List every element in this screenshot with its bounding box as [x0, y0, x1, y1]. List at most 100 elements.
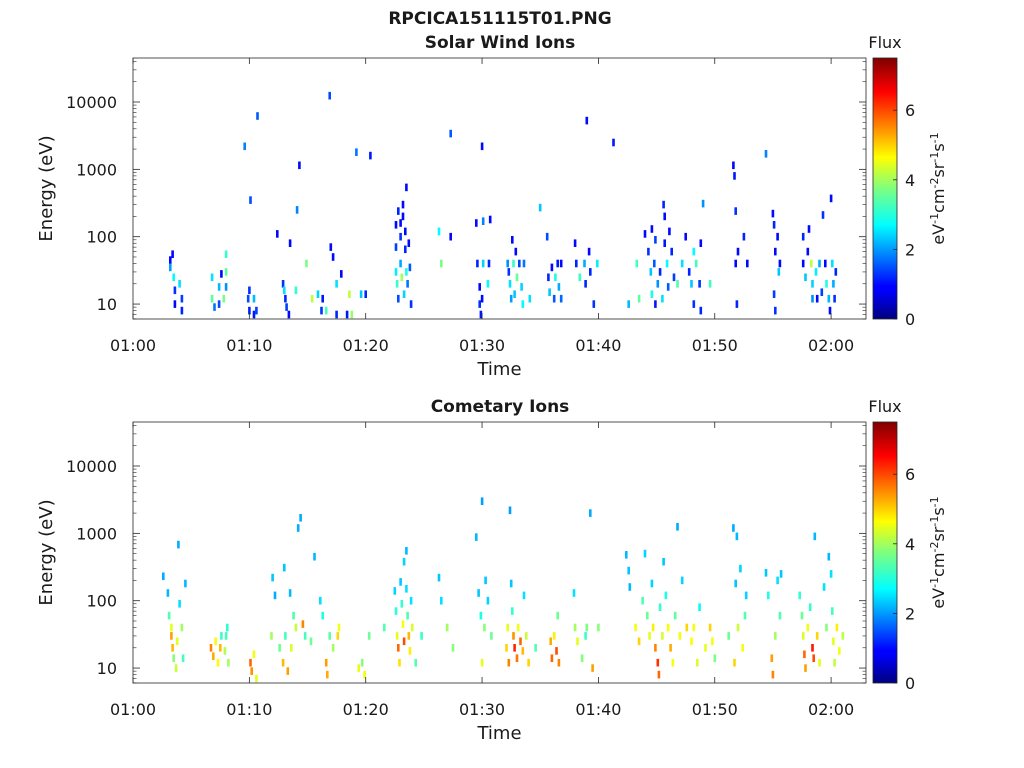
flux-pixel	[815, 632, 819, 640]
flux-pixel	[437, 573, 441, 582]
flux-pixel	[355, 148, 358, 156]
y-axis-label: Energy (eV)	[36, 499, 57, 605]
flux-pixel	[676, 523, 679, 531]
flux-pixel	[479, 310, 483, 319]
flux-pixel	[713, 654, 717, 662]
flux-pixel	[483, 623, 486, 632]
flux-pixel	[801, 632, 805, 640]
flux-pixel	[398, 658, 401, 667]
y-tick-label: 100	[86, 592, 117, 611]
flux-pixel	[399, 219, 402, 227]
flux-pixel	[326, 670, 329, 679]
flux-pixel	[743, 611, 747, 620]
flux-pixel	[835, 623, 839, 632]
flux-pixel	[173, 300, 177, 308]
flux-pixel	[255, 306, 258, 315]
flux-pixel	[401, 212, 405, 221]
flux-pixel	[395, 280, 399, 288]
flux-pixel	[408, 263, 412, 272]
flux-pixel	[180, 294, 184, 303]
flux-pixel	[405, 183, 408, 192]
flux-pixel	[210, 273, 214, 282]
flux-pixel	[708, 280, 712, 288]
flux-pixel	[324, 306, 328, 315]
flux-pixel	[808, 603, 812, 611]
y-tick-label: 10000	[66, 457, 117, 476]
flux-pixel	[774, 632, 777, 640]
flux-pixel	[369, 151, 372, 160]
flux-pixel	[643, 230, 647, 238]
y-tick-label: 10	[97, 659, 117, 678]
flux-pixel	[821, 211, 825, 219]
flux-pixel	[345, 310, 349, 319]
flux-pixel	[166, 589, 170, 597]
flux-pixel	[490, 632, 493, 640]
flux-pixel	[585, 623, 589, 632]
flux-pixel	[224, 632, 228, 640]
flux-pixel	[811, 280, 814, 288]
flux-pixel	[669, 644, 672, 652]
flux-pixel	[213, 303, 216, 311]
flux-pixel	[813, 532, 817, 541]
flux-pixel	[687, 268, 691, 276]
flux-pixel	[547, 273, 550, 282]
flux-pixel	[612, 138, 615, 147]
flux-pixel	[764, 150, 768, 158]
flux-pixel	[741, 644, 744, 652]
flux-pixel	[178, 280, 181, 288]
flux-pixel	[515, 654, 519, 662]
flux-pixel	[335, 280, 338, 288]
flux-pixel	[804, 273, 807, 282]
flux-pixel	[734, 259, 737, 268]
flux-pixel	[770, 654, 774, 662]
flux-pixel	[776, 232, 779, 241]
flux-pixel	[449, 232, 452, 241]
colorbar	[872, 57, 898, 320]
flux-pixel	[578, 273, 582, 282]
colorbar-tick-label: 4	[905, 535, 915, 554]
flux-pixel	[554, 273, 557, 282]
flux-pixel	[746, 259, 749, 268]
flux-pixel	[367, 632, 371, 640]
flux-pixel	[437, 227, 441, 236]
flux-pixel	[270, 632, 273, 640]
flux-pixel	[592, 300, 596, 308]
flux-pixel	[511, 236, 514, 244]
flux-pixel	[653, 259, 656, 268]
flux-pixel	[383, 623, 386, 632]
flux-pixel	[170, 623, 173, 632]
flux-pixel	[557, 658, 561, 667]
flux-pixel	[772, 290, 776, 298]
flux-pixel	[360, 658, 364, 667]
flux-pixel	[811, 294, 814, 303]
flux-pixel	[285, 303, 288, 311]
flux-pixel	[742, 232, 746, 241]
flux-pixel	[829, 194, 833, 203]
flux-pixel	[411, 623, 414, 632]
flux-pixel	[690, 637, 693, 646]
flux-pixel	[405, 585, 408, 593]
flux-pixel	[397, 294, 400, 303]
flux-pixel	[804, 664, 807, 672]
x-axis-label: Time	[476, 359, 521, 380]
flux-pixel	[305, 259, 308, 268]
flux-pixel	[357, 664, 360, 672]
flux-pixel	[246, 294, 250, 303]
flux-pixel	[252, 310, 256, 319]
flux-pixel	[284, 632, 287, 640]
y-tick-label: 100	[86, 228, 117, 247]
figure-title: RPCICA151115T01.PNG	[388, 9, 611, 29]
flux-pixel	[658, 268, 662, 276]
flux-pixel	[777, 268, 781, 276]
flux-pixel	[283, 286, 286, 295]
flux-pixel	[481, 217, 485, 225]
flux-pixel	[309, 637, 313, 646]
flux-pixel	[527, 658, 530, 667]
flux-pixel	[321, 294, 324, 303]
flux-pixel	[556, 611, 559, 620]
flux-pixel	[576, 637, 579, 646]
flux-pixel	[776, 576, 779, 585]
flux-pixel	[399, 232, 402, 241]
flux-pixel	[478, 300, 481, 308]
flux-pixel	[559, 294, 563, 303]
